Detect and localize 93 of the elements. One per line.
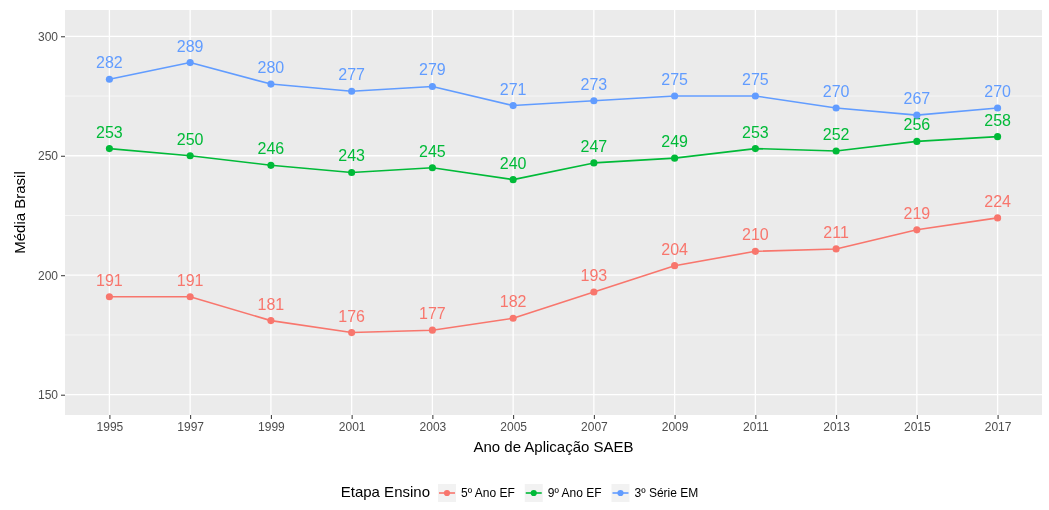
point bbox=[105, 75, 113, 83]
point bbox=[105, 293, 113, 301]
point bbox=[913, 226, 921, 234]
data-label: 243 bbox=[338, 147, 366, 165]
data-label: 245 bbox=[419, 142, 446, 160]
data-label: 270 bbox=[984, 82, 1012, 100]
y-tick-label: 150 bbox=[37, 388, 59, 403]
data-label: 289 bbox=[176, 37, 204, 55]
x-tick-label: 2017 bbox=[984, 419, 1012, 434]
point bbox=[509, 176, 517, 184]
x-axis-title: Ano de Aplicação SAEB bbox=[473, 438, 634, 455]
point bbox=[186, 293, 194, 301]
point bbox=[267, 317, 275, 325]
x-tick-label: 2005 bbox=[500, 419, 528, 434]
x-tick-label: 1995 bbox=[96, 419, 124, 434]
data-label: 279 bbox=[419, 61, 446, 79]
x-tick-label: 2013 bbox=[823, 419, 851, 434]
data-label: 182 bbox=[499, 293, 527, 311]
point bbox=[186, 59, 194, 67]
point bbox=[590, 288, 598, 296]
data-label: 253 bbox=[742, 123, 769, 141]
data-label: 250 bbox=[176, 130, 204, 148]
x-tick-label: 2015 bbox=[904, 419, 932, 434]
data-label: 275 bbox=[661, 71, 689, 89]
data-label: 271 bbox=[499, 80, 527, 98]
data-label: 240 bbox=[499, 154, 527, 172]
point bbox=[671, 154, 679, 162]
data-label: 224 bbox=[984, 192, 1012, 210]
y-tick-label: 250 bbox=[37, 149, 59, 164]
point bbox=[751, 247, 759, 255]
y-axis-title: Média Brasil bbox=[11, 171, 28, 254]
point bbox=[913, 137, 921, 145]
y-tick-label: 300 bbox=[37, 29, 59, 44]
data-label: 249 bbox=[661, 133, 689, 151]
point bbox=[590, 159, 598, 167]
point bbox=[267, 80, 275, 88]
data-label: 191 bbox=[96, 271, 123, 289]
point bbox=[994, 104, 1002, 112]
data-label: 273 bbox=[580, 75, 608, 93]
point bbox=[509, 314, 517, 322]
data-label: 256 bbox=[903, 116, 931, 134]
x-tick-label: 2001 bbox=[338, 419, 366, 434]
point bbox=[105, 145, 113, 153]
data-label: 246 bbox=[257, 140, 285, 158]
data-label: 204 bbox=[661, 240, 689, 258]
data-label: 275 bbox=[742, 71, 769, 89]
point bbox=[348, 329, 356, 337]
data-label: 210 bbox=[742, 226, 769, 244]
point bbox=[832, 104, 840, 112]
data-label: 247 bbox=[580, 137, 608, 155]
data-label: 282 bbox=[96, 54, 123, 72]
x-tick-label: 2007 bbox=[581, 419, 609, 434]
data-label: 267 bbox=[903, 90, 931, 108]
x-tick-label: 2011 bbox=[742, 419, 770, 434]
point bbox=[832, 245, 840, 253]
point bbox=[348, 87, 356, 95]
data-label: 176 bbox=[338, 307, 366, 325]
y-tick-label: 200 bbox=[37, 268, 59, 283]
point bbox=[267, 161, 275, 169]
data-label: 191 bbox=[176, 271, 204, 289]
point bbox=[671, 92, 679, 100]
data-label: 181 bbox=[257, 295, 285, 313]
x-tick-label: 1997 bbox=[177, 419, 205, 434]
point bbox=[509, 102, 517, 110]
legend-label: 5º Ano EF bbox=[460, 486, 515, 500]
point bbox=[671, 262, 679, 270]
point bbox=[994, 133, 1002, 141]
data-label: 193 bbox=[580, 266, 608, 284]
point bbox=[428, 326, 436, 334]
point bbox=[590, 97, 598, 105]
point bbox=[428, 164, 436, 172]
point bbox=[994, 214, 1002, 222]
x-tick-label: 1999 bbox=[258, 419, 286, 434]
data-label: 270 bbox=[822, 82, 850, 100]
x-tick-label: 2009 bbox=[661, 419, 689, 434]
point bbox=[428, 82, 436, 91]
x-tick-label: 2003 bbox=[419, 419, 447, 434]
data-label: 252 bbox=[822, 125, 850, 143]
data-label: 219 bbox=[903, 204, 931, 222]
legend-label: 3º Série EM bbox=[634, 486, 699, 500]
legend-title: Etapa Ensino bbox=[340, 483, 430, 500]
point bbox=[751, 92, 759, 100]
point bbox=[832, 147, 840, 155]
data-label: 280 bbox=[257, 59, 285, 77]
data-label: 211 bbox=[823, 223, 849, 241]
point bbox=[348, 168, 356, 177]
data-label: 277 bbox=[338, 66, 366, 84]
data-label: 177 bbox=[419, 305, 446, 323]
data-label: 258 bbox=[984, 111, 1012, 129]
point bbox=[186, 152, 194, 160]
point bbox=[751, 145, 759, 153]
legend-label: 9º Ano EF bbox=[547, 486, 602, 500]
data-label: 253 bbox=[96, 123, 123, 141]
